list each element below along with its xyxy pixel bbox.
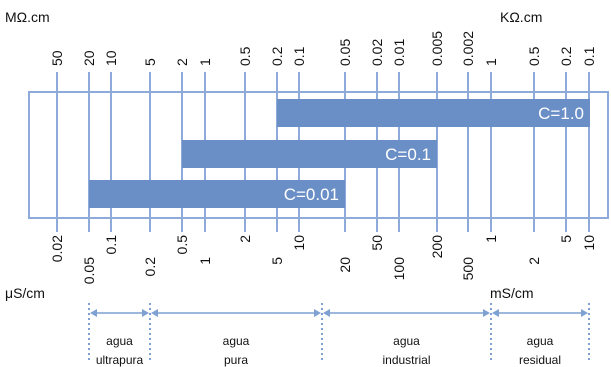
conductivity-tick-label: 200	[429, 235, 445, 259]
unit-conductivity-right: mS/cm	[490, 285, 534, 301]
conductivity-tick-label: 0.05	[81, 257, 97, 284]
conductivity-tick-label: 500	[460, 257, 476, 281]
range-bar	[277, 99, 590, 127]
resistivity-tick-label: 0.5	[237, 46, 253, 66]
region-label-line2: residual	[519, 353, 561, 367]
scale-frame	[28, 91, 609, 219]
resistivity-tick-label: 0.2	[269, 46, 285, 66]
conductivity-tick-label: 0.5	[174, 235, 190, 255]
range-bar-label: C=0.01	[284, 185, 339, 204]
conductivity-tick-label: 2	[526, 257, 542, 265]
region-label-line1: agua	[106, 334, 133, 348]
resistivity-tick-label: 1	[197, 58, 213, 66]
resistivity-tick-label: 50	[49, 50, 65, 66]
conductivity-tick-label: 50	[369, 235, 385, 251]
arrowhead-right	[314, 309, 321, 317]
conductivity-tick-label: 20	[337, 257, 353, 273]
conductivity-tick-label: 0.02	[49, 235, 65, 262]
resistivity-tick-label: 10	[103, 50, 119, 66]
resistivity-tick-label: 0.5	[526, 46, 542, 66]
arrowhead-left	[492, 309, 499, 317]
resistivity-tick-label: 0.002	[460, 31, 476, 66]
resistivity-tick-label: 0.1	[581, 46, 597, 66]
conductivity-tick-label: 100	[391, 257, 407, 281]
range-bar-label: C=1.0	[538, 104, 584, 123]
conductivity-tick-label: 5	[269, 257, 285, 265]
region-label-line2: pura	[224, 353, 248, 367]
region-label-line2: industrial	[382, 353, 430, 367]
resistivity-tick-labels: 50 20 10 5 2 1 0.5 0.2 0.1 0.05 0.02 0.01 0.005 0.002…	[49, 31, 597, 66]
region-label-line2: ultrapura	[96, 353, 144, 367]
resistivity-tick-label: 20	[81, 50, 97, 66]
unit-resistivity-left: MΩ.cm	[5, 9, 50, 25]
region-label-line1: agua	[223, 334, 250, 348]
arrowhead-left	[323, 309, 330, 317]
conductivity-tick-label: 5	[558, 235, 574, 243]
arrowhead-right	[483, 309, 490, 317]
range-bar	[89, 180, 345, 208]
region-label-line1: agua	[393, 334, 420, 348]
arrowhead-left	[151, 309, 158, 317]
resistivity-tick-label: 0.1	[291, 46, 307, 66]
resistivity-tick-label: 5	[142, 58, 158, 66]
conductivity-tick-label: 0.2	[142, 257, 158, 277]
resistivity-tick-label: 1	[483, 58, 499, 66]
conductivity-tick-label: 10	[581, 235, 597, 251]
arrowhead-right	[142, 309, 149, 317]
arrowhead-left	[90, 309, 97, 317]
range-bars: C=1.0 C=0.1 C=0.01	[89, 99, 590, 208]
resistivity-tick-label: 0.02	[369, 39, 385, 66]
water-regions: agua ultrapura agua pura agua industrial agua r…	[88, 303, 590, 367]
resistivity-tick-label: 0.2	[558, 46, 574, 66]
conductivity-tick-label: 10	[291, 235, 307, 251]
conductivity-tick-label: 0.1	[103, 235, 119, 255]
resistivity-tick-label: 0.05	[337, 39, 353, 66]
resistivity-tick-label: 2	[174, 58, 190, 66]
conductivity-tick-label: 1	[483, 235, 499, 243]
conductivity-tick-label: 1	[197, 257, 213, 265]
range-bar	[182, 140, 437, 168]
resistivity-tick-label: 0.005	[429, 31, 445, 66]
conductivity-tick-label: 2	[237, 235, 253, 243]
conductivity-tick-labels: 0.02 0.05 0.1 0.2 0.5 1 2 5 10 20 50 100 200 500 1 2 5 10	[49, 235, 597, 284]
region-label-line1: agua	[527, 334, 554, 348]
arrowhead-right	[581, 309, 588, 317]
resistivity-tick-label: 0.01	[391, 39, 407, 66]
unit-conductivity-left: μS/cm	[5, 285, 45, 301]
unit-resistivity-right: KΩ.cm	[500, 9, 542, 25]
range-bar-label: C=0.1	[385, 145, 431, 164]
